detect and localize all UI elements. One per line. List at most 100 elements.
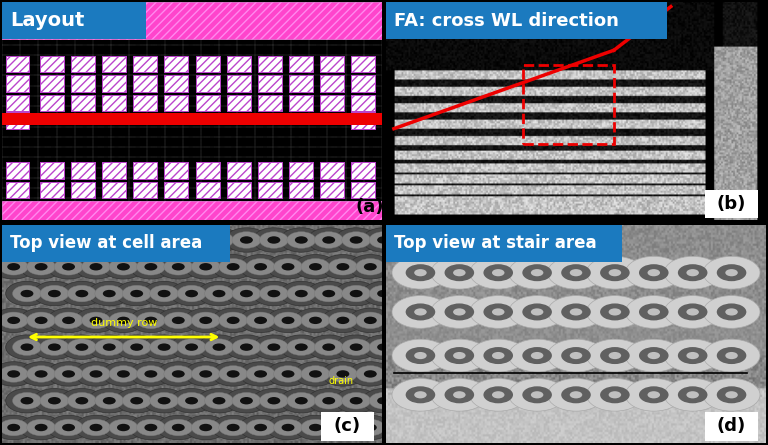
Circle shape xyxy=(342,232,371,248)
Bar xyxy=(386,399,766,443)
Circle shape xyxy=(483,386,513,403)
Circle shape xyxy=(131,397,143,405)
Text: (d): (d) xyxy=(717,417,746,435)
Circle shape xyxy=(68,285,96,302)
Bar xyxy=(351,56,375,72)
Circle shape xyxy=(144,317,157,324)
Circle shape xyxy=(664,378,721,411)
Circle shape xyxy=(48,344,61,351)
Circle shape xyxy=(21,344,34,351)
Circle shape xyxy=(309,263,322,271)
Circle shape xyxy=(157,344,170,351)
Circle shape xyxy=(280,335,323,360)
Circle shape xyxy=(295,236,308,244)
Circle shape xyxy=(122,392,151,409)
Text: dummy row: dummy row xyxy=(91,318,157,328)
Circle shape xyxy=(587,256,644,289)
Circle shape xyxy=(184,362,227,386)
Circle shape xyxy=(144,263,157,271)
Circle shape xyxy=(273,312,303,329)
Circle shape xyxy=(75,344,88,351)
Circle shape xyxy=(199,317,212,324)
Circle shape xyxy=(287,232,316,248)
Circle shape xyxy=(227,424,240,431)
Circle shape xyxy=(253,335,295,360)
Circle shape xyxy=(470,295,527,328)
Circle shape xyxy=(94,392,124,409)
Circle shape xyxy=(204,232,233,248)
Circle shape xyxy=(199,370,212,378)
Bar xyxy=(5,182,29,198)
Circle shape xyxy=(247,419,275,436)
Circle shape xyxy=(664,256,721,289)
Circle shape xyxy=(608,269,621,276)
Circle shape xyxy=(647,391,660,398)
Bar xyxy=(134,56,157,72)
Circle shape xyxy=(170,281,213,306)
Circle shape xyxy=(639,347,669,364)
Text: FA: cross WL direction: FA: cross WL direction xyxy=(394,12,619,30)
Circle shape xyxy=(703,295,760,328)
Bar xyxy=(134,182,157,198)
Bar xyxy=(320,162,344,179)
Circle shape xyxy=(61,388,103,413)
Circle shape xyxy=(349,255,392,279)
Circle shape xyxy=(74,308,118,332)
Text: Top view at cell area: Top view at cell area xyxy=(10,234,202,252)
Bar xyxy=(351,162,375,179)
Circle shape xyxy=(240,415,282,440)
Circle shape xyxy=(143,335,185,360)
Circle shape xyxy=(531,308,544,316)
Bar xyxy=(164,75,188,92)
Circle shape xyxy=(40,392,69,409)
Circle shape xyxy=(33,281,75,306)
Circle shape xyxy=(492,352,505,359)
Circle shape xyxy=(260,232,288,248)
Circle shape xyxy=(225,388,268,413)
Circle shape xyxy=(172,370,185,378)
Circle shape xyxy=(322,255,364,279)
Circle shape xyxy=(102,362,144,386)
Bar xyxy=(386,225,621,262)
Bar xyxy=(351,182,375,198)
Circle shape xyxy=(369,285,398,302)
Circle shape xyxy=(164,419,193,436)
Bar xyxy=(134,162,157,179)
Circle shape xyxy=(68,392,96,409)
Circle shape xyxy=(20,255,62,279)
Bar xyxy=(321,412,374,441)
Circle shape xyxy=(0,415,35,440)
Circle shape xyxy=(414,391,427,398)
Bar xyxy=(102,162,126,179)
Circle shape xyxy=(90,370,102,378)
Circle shape xyxy=(54,419,83,436)
Circle shape xyxy=(282,370,294,378)
Circle shape xyxy=(172,424,185,431)
Bar xyxy=(71,162,94,179)
Circle shape xyxy=(362,281,405,306)
Bar xyxy=(705,412,758,441)
Circle shape xyxy=(103,344,116,351)
Circle shape xyxy=(342,392,371,409)
Bar xyxy=(196,56,220,72)
Bar xyxy=(227,162,250,179)
Circle shape xyxy=(349,415,392,440)
Circle shape xyxy=(184,415,227,440)
Circle shape xyxy=(342,339,371,356)
Bar xyxy=(102,182,126,198)
Circle shape xyxy=(48,397,61,405)
Circle shape xyxy=(314,285,343,302)
Bar xyxy=(386,2,667,39)
Circle shape xyxy=(323,397,335,405)
Circle shape xyxy=(531,352,544,359)
Circle shape xyxy=(267,344,280,351)
Circle shape xyxy=(0,312,28,329)
Circle shape xyxy=(177,285,206,302)
Circle shape xyxy=(703,339,760,372)
Circle shape xyxy=(212,255,254,279)
Circle shape xyxy=(608,308,621,316)
Circle shape xyxy=(48,308,90,332)
Circle shape xyxy=(35,317,48,324)
Circle shape xyxy=(508,256,565,289)
Circle shape xyxy=(349,236,362,244)
